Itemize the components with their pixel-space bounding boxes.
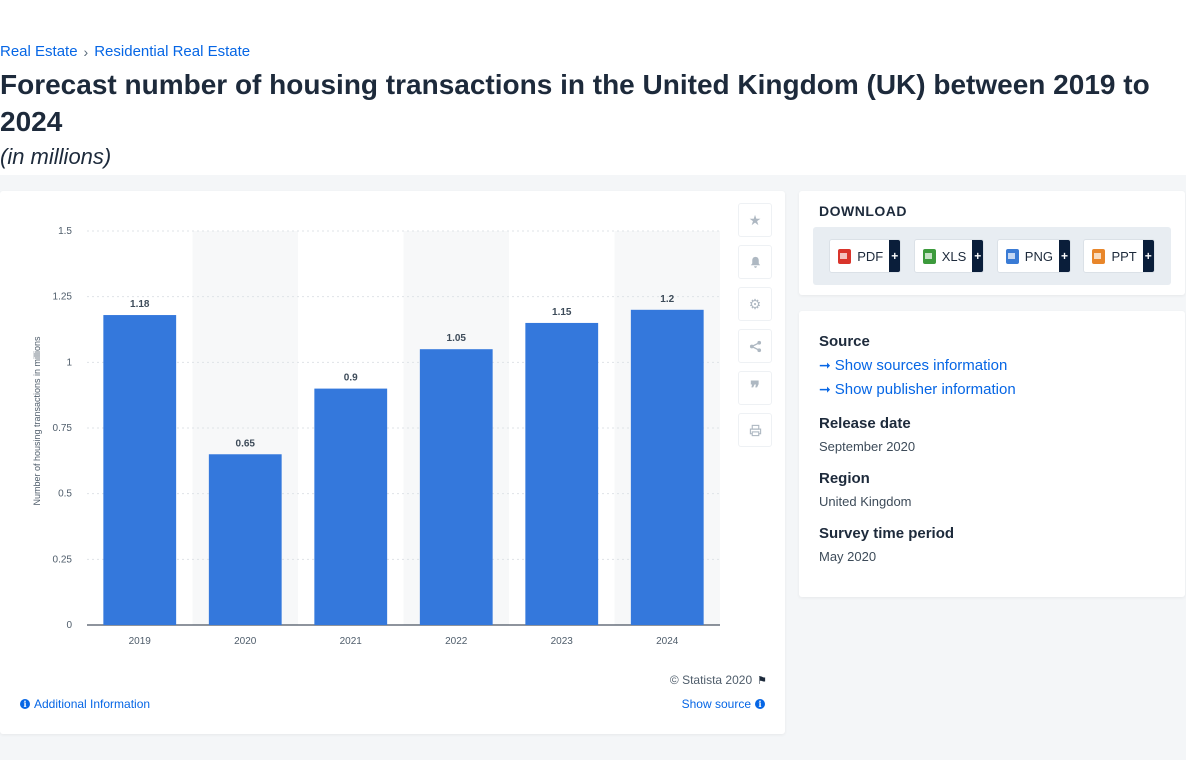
favorite-button[interactable]: ★	[738, 203, 772, 237]
show-publisher-link[interactable]: ➞ Show publisher information	[819, 381, 1016, 398]
plus-icon: +	[889, 240, 901, 272]
y-tick-label: 0.5	[58, 489, 72, 500]
plus-icon: +	[972, 240, 984, 272]
arrow-right-icon: ➞	[819, 357, 831, 373]
release-date-value: September 2020	[819, 439, 916, 454]
download-pdf-button[interactable]: PDF +	[829, 239, 902, 273]
info-icon: i	[755, 699, 765, 709]
copyright: © Statista 2020 ⚑	[670, 673, 767, 687]
x-tick-label: 2020	[234, 636, 257, 647]
chart-card: 1.18 0.65 0.9 1.05 1.15 1.2 0 0.25 0.5 0.75 1 1.25…	[0, 191, 785, 734]
bar	[630, 309, 704, 625]
y-tick-label: 0.25	[53, 554, 73, 565]
flag-icon[interactable]: ⚑	[757, 674, 767, 687]
x-tick-label: 2024	[656, 636, 679, 647]
y-tick-label: 1.25	[53, 292, 73, 303]
print-button[interactable]	[738, 413, 772, 447]
x-tick-label: 2021	[340, 636, 363, 647]
download-xls-label: XLS	[941, 248, 967, 264]
xls-file-icon	[922, 248, 936, 264]
source-heading: Source	[819, 333, 870, 350]
show-source-label: Show source	[681, 697, 751, 711]
download-bar: PDF + XLS + PNG +	[813, 227, 1171, 285]
data-label: 1.2	[660, 294, 674, 305]
show-sources-label: Show sources information	[834, 357, 1008, 374]
arrow-right-icon: ➞	[819, 381, 831, 397]
show-sources-link[interactable]: ➞ Show sources information	[819, 357, 1007, 374]
show-source-link[interactable]: Show source i	[682, 697, 765, 711]
data-label: 0.9	[344, 373, 358, 384]
download-xls-main: XLS	[914, 240, 973, 272]
y-tick-label: 0	[66, 620, 72, 631]
quote-icon: ❞	[750, 377, 760, 398]
download-title: DOWNLOAD	[819, 203, 907, 219]
data-label: 1.05	[447, 333, 467, 344]
y-axis-label: Number of housing transactions in millio…	[32, 336, 42, 506]
share-button[interactable]	[738, 329, 772, 363]
notification-button[interactable]	[738, 245, 772, 279]
download-card: DOWNLOAD PDF + XLS + PNG	[799, 191, 1185, 295]
breadcrumb-real-estate[interactable]: Real Estate	[0, 43, 78, 60]
download-png-main: PNG	[997, 240, 1059, 272]
y-tick-label: 1.5	[58, 226, 72, 237]
bar	[103, 315, 177, 625]
cite-button[interactable]: ❞	[738, 371, 772, 405]
show-publisher-label: Show publisher information	[834, 381, 1016, 398]
settings-button[interactable]: ⚙	[738, 287, 772, 321]
gear-icon: ⚙	[748, 295, 762, 312]
breadcrumb-residential-real-estate[interactable]: Residential Real Estate	[94, 43, 251, 60]
region-value: United Kingdom	[819, 494, 912, 509]
data-label: 1.18	[130, 299, 150, 310]
chart-tools: ★ ⚙ ❞	[738, 203, 772, 455]
x-tick-label: 2022	[445, 636, 468, 647]
additional-information-link[interactable]: i Additional Information	[20, 697, 150, 711]
plus-icon: +	[1142, 240, 1154, 272]
star-icon: ★	[748, 211, 762, 228]
pdf-file-icon	[838, 248, 852, 264]
print-icon	[749, 424, 761, 436]
plus-icon: +	[1058, 240, 1070, 272]
survey-period-value: May 2020	[819, 549, 877, 564]
info-icon: i	[20, 699, 30, 709]
data-label: 1.15	[552, 307, 572, 318]
download-ppt-main: PPT	[1084, 240, 1143, 272]
bell-icon	[750, 256, 760, 268]
y-tick-label: 0.75	[53, 423, 73, 434]
bar-chart: 1.18 0.65 0.9 1.05 1.15 1.2 0 0.25 0.5 0.75 1 1.25…	[32, 226, 720, 647]
survey-period-label: Survey time period	[819, 525, 955, 542]
download-pdf-label: PDF	[857, 248, 884, 264]
download-png-button[interactable]: PNG +	[996, 239, 1071, 273]
page-subtitle: (in millions)	[0, 144, 112, 169]
png-file-icon	[1005, 248, 1019, 264]
breadcrumb-separator: ›	[83, 43, 89, 60]
region-label: Region	[819, 470, 870, 487]
release-date-label: Release date	[819, 415, 911, 432]
x-tick-label: 2019	[129, 636, 152, 647]
download-pdf-main: PDF	[830, 240, 890, 272]
share-icon	[749, 340, 761, 352]
source-card: Source ➞ Show sources information ➞ Show…	[799, 311, 1185, 597]
breadcrumb: Real Estate › Residential Real Estate	[0, 43, 250, 60]
bar	[525, 322, 599, 625]
bar	[314, 388, 388, 625]
data-label: 0.65	[236, 438, 256, 449]
x-tick-label: 2023	[551, 636, 574, 647]
download-png-label: PNG	[1024, 248, 1053, 264]
y-tick-label: 1	[66, 357, 72, 368]
download-ppt-label: PPT	[1111, 248, 1137, 264]
download-xls-button[interactable]: XLS +	[913, 239, 985, 273]
copyright-text: © Statista 2020	[669, 673, 753, 687]
additional-information-label: Additional Information	[34, 697, 151, 711]
download-ppt-button[interactable]: PPT +	[1083, 239, 1155, 273]
bar	[208, 454, 282, 625]
bar	[419, 349, 493, 625]
page-title: Forecast number of housing transactions …	[0, 69, 1150, 137]
ppt-file-icon	[1092, 248, 1106, 264]
